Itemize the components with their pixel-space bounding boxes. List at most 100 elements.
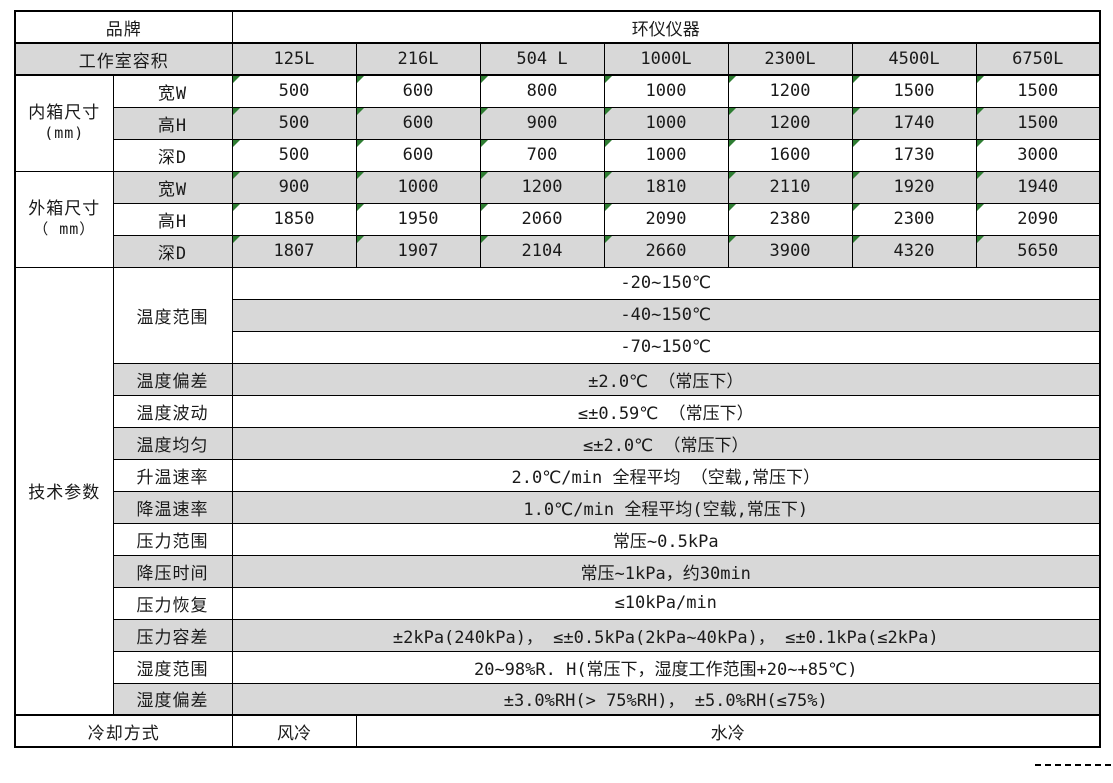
volume-cell: 504 L <box>479 42 605 76</box>
outer-box-label: 外箱尺寸 （ mm） <box>14 170 114 268</box>
dim-cell: 1000 <box>355 170 481 204</box>
dim-cell: 600 <box>355 74 481 108</box>
param-row: 压力容差 ±2kPa(240kPa)， ≤±0.5kPa(2kPa~40kPa)… <box>15 618 1101 652</box>
volume-label: 工作室容积 <box>14 42 233 76</box>
dim-cell: 1730 <box>851 138 977 172</box>
param-row: 温度均匀 ≤±2.0℃ （常压下） <box>15 426 1101 460</box>
param-value: ±2kPa(240kPa)， ≤±0.5kPa(2kPa~40kPa)， ≤±0… <box>231 618 1101 652</box>
spec-table: 品牌 环仪仪器 工作室容积 125L 216L 504 L 1000L 2300… <box>14 10 1101 748</box>
dim-cell: 2090 <box>975 202 1101 236</box>
dim-cell: 1500 <box>975 74 1101 108</box>
dim-cell: 500 <box>231 138 357 172</box>
dim-cell: 1940 <box>975 170 1101 204</box>
dim-cell: 700 <box>479 138 605 172</box>
param-value: ±3.0%RH(> 75%RH)， ±5.0%RH(≤75%) <box>231 682 1101 716</box>
inner-width-label: 宽W <box>112 74 233 108</box>
cooling-label: 冷却方式 <box>14 714 233 748</box>
dim-cell: 1500 <box>975 106 1101 140</box>
dim-cell: 600 <box>355 138 481 172</box>
param-value: ≤±0.59℃ （常压下） <box>231 394 1101 428</box>
param-label: 升温速率 <box>112 458 233 492</box>
inner-height-row: 高H 500 600 900 1000 1200 1740 1500 <box>15 106 1101 140</box>
temp-range-value: -40~150℃ <box>231 298 1101 332</box>
param-row: 温度偏差 ±2.0℃ （常压下） <box>15 362 1101 396</box>
dim-cell: 1807 <box>231 234 357 268</box>
param-row: 湿度范围 20~98%R. H(常压下，湿度工作范围+20~+85℃) <box>15 650 1101 684</box>
dim-cell: 1200 <box>727 74 853 108</box>
volume-cell: 2300L <box>727 42 853 76</box>
outer-width-label: 宽W <box>112 170 233 204</box>
param-label: 温度偏差 <box>112 362 233 396</box>
dim-cell: 800 <box>479 74 605 108</box>
outer-height-row: 高H 1850 1950 2060 2090 2380 2300 2090 <box>15 202 1101 236</box>
param-label: 降压时间 <box>112 554 233 588</box>
dim-cell: 1200 <box>479 170 605 204</box>
outer-box-unit: （ mm） <box>33 220 96 238</box>
param-value: 1.0℃/min 全程平均(空载,常压下) <box>231 490 1101 524</box>
param-value: 20~98%R. H(常压下，湿度工作范围+20~+85℃) <box>231 650 1101 684</box>
dim-cell: 1810 <box>603 170 729 204</box>
param-value: ≤10kPa/min <box>231 586 1101 620</box>
param-row: 温度波动 ≤±0.59℃ （常压下） <box>15 394 1101 428</box>
outer-height-label: 高H <box>112 202 233 236</box>
dim-cell: 500 <box>231 106 357 140</box>
param-row: 湿度偏差 ±3.0%RH(> 75%RH)， ±5.0%RH(≤75%) <box>15 682 1101 716</box>
brand-label: 品牌 <box>14 10 233 44</box>
outer-depth-label: 深D <box>112 234 233 268</box>
param-label: 压力容差 <box>112 618 233 652</box>
outer-box-title: 外箱尺寸 <box>28 199 101 219</box>
param-row: 压力恢复 ≤10kPa/min <box>15 586 1101 620</box>
dim-cell: 1907 <box>355 234 481 268</box>
param-value: 常压~0.5kPa <box>231 522 1101 556</box>
param-label: 压力恢复 <box>112 586 233 620</box>
dim-cell: 2660 <box>603 234 729 268</box>
dim-cell: 900 <box>231 170 357 204</box>
outer-width-row: 外箱尺寸 （ mm） 宽W 900 1000 1200 1810 2110 19… <box>14 170 1101 268</box>
volume-cell: 216L <box>355 42 481 76</box>
brand-value: 环仪仪器 <box>231 10 1101 44</box>
inner-width-row: 内箱尺寸 (mm) 宽W 500 600 800 1000 1200 1500 … <box>14 74 1101 172</box>
cooling-air-cell: 风冷 <box>231 714 357 748</box>
param-value: ≤±2.0℃ （常压下） <box>231 426 1101 460</box>
temp-range-label: 温度范围 <box>112 266 233 364</box>
dim-cell: 1200 <box>727 106 853 140</box>
param-value: ±2.0℃ （常压下） <box>231 362 1101 396</box>
param-label: 降温速率 <box>112 490 233 524</box>
dim-cell: 3900 <box>727 234 853 268</box>
temp-range-value: -70~150℃ <box>231 330 1101 364</box>
brand-row: 品牌 环仪仪器 <box>14 10 1101 44</box>
inner-box-label: 内箱尺寸 (mm) <box>14 74 114 172</box>
dim-cell: 1850 <box>231 202 357 236</box>
param-label: 湿度偏差 <box>112 682 233 716</box>
temp-range-row-2: -40~150℃ <box>15 298 1101 332</box>
dim-cell: 2380 <box>727 202 853 236</box>
dim-cell: 600 <box>355 106 481 140</box>
outer-depth-row: 深D 1807 1907 2104 2660 3900 4320 5650 <box>15 234 1101 268</box>
param-label: 温度波动 <box>112 394 233 428</box>
cooling-row: 冷却方式 风冷 水冷 <box>14 714 1101 748</box>
param-row: 压力范围 常压~0.5kPa <box>15 522 1101 556</box>
dim-cell: 4320 <box>851 234 977 268</box>
dim-cell: 1740 <box>851 106 977 140</box>
dim-cell: 3000 <box>975 138 1101 172</box>
dim-cell: 1500 <box>851 74 977 108</box>
dim-cell: 1920 <box>851 170 977 204</box>
dim-cell: 1000 <box>603 138 729 172</box>
inner-height-label: 高H <box>112 106 233 140</box>
inner-depth-label: 深D <box>112 138 233 172</box>
dim-cell: 1000 <box>603 74 729 108</box>
temp-range-value: -20~150℃ <box>231 266 1101 300</box>
param-label: 压力范围 <box>112 522 233 556</box>
dim-cell: 500 <box>231 74 357 108</box>
volume-row: 工作室容积 125L 216L 504 L 1000L 2300L 4500L … <box>14 42 1101 76</box>
volume-cell: 4500L <box>851 42 977 76</box>
dim-cell: 1600 <box>727 138 853 172</box>
param-label: 湿度范围 <box>112 650 233 684</box>
inner-box-unit: (mm) <box>44 124 85 143</box>
volume-cell: 1000L <box>603 42 729 76</box>
param-row: 升温速率 2.0℃/min 全程平均 （空载,常压下） <box>15 458 1101 492</box>
tech-section-label: 技术参数 <box>14 266 114 716</box>
dim-cell: 2110 <box>727 170 853 204</box>
dim-cell: 1000 <box>603 106 729 140</box>
